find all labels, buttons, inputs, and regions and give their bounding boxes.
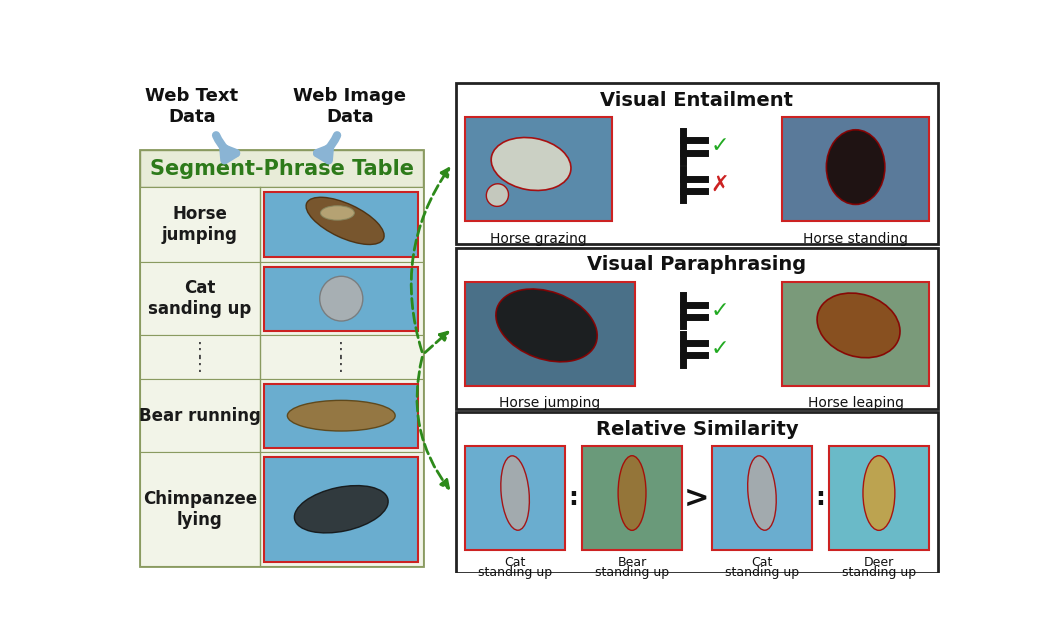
- FancyArrowPatch shape: [411, 169, 449, 352]
- Text: Cat
sanding up: Cat sanding up: [148, 279, 251, 318]
- Text: ⋮
⋮: ⋮ ⋮: [332, 341, 350, 374]
- Text: Bear running: Bear running: [139, 407, 261, 424]
- Bar: [140, 151, 423, 187]
- Bar: [712, 446, 812, 550]
- Text: Visual Entailment: Visual Entailment: [601, 91, 793, 110]
- Bar: [829, 446, 929, 550]
- Ellipse shape: [827, 129, 885, 204]
- Bar: [140, 151, 423, 566]
- Bar: [140, 336, 423, 379]
- Text: ✗: ✗: [711, 175, 729, 194]
- Bar: [783, 117, 929, 221]
- Ellipse shape: [486, 184, 508, 206]
- Text: Deer: Deer: [864, 556, 894, 569]
- Ellipse shape: [320, 276, 363, 321]
- Ellipse shape: [287, 401, 396, 431]
- Ellipse shape: [306, 197, 384, 245]
- Text: Visual Paraphrasing: Visual Paraphrasing: [587, 256, 807, 274]
- Ellipse shape: [321, 205, 355, 220]
- Bar: [140, 452, 423, 566]
- Bar: [465, 446, 565, 550]
- Text: >: >: [684, 484, 709, 513]
- Text: :: :: [815, 486, 825, 510]
- Text: standing up: standing up: [725, 566, 800, 579]
- Text: standing up: standing up: [478, 566, 552, 579]
- Text: Horse leaping: Horse leaping: [808, 396, 904, 410]
- FancyArrowPatch shape: [317, 135, 337, 160]
- Text: Web Image
Data: Web Image Data: [294, 87, 406, 126]
- Text: ⋮
⋮: ⋮ ⋮: [191, 341, 209, 374]
- FancyArrowPatch shape: [425, 332, 448, 353]
- Bar: [264, 192, 419, 258]
- Bar: [582, 446, 682, 550]
- Bar: [456, 413, 938, 573]
- Text: ✓: ✓: [711, 339, 729, 359]
- Bar: [140, 379, 423, 452]
- Ellipse shape: [863, 456, 895, 531]
- Text: Cat: Cat: [504, 556, 526, 569]
- Bar: [783, 282, 929, 386]
- Text: Horse jumping: Horse jumping: [500, 396, 601, 410]
- Text: Horse grazing: Horse grazing: [490, 232, 587, 246]
- Ellipse shape: [501, 456, 529, 530]
- Bar: [456, 248, 938, 409]
- Ellipse shape: [295, 486, 388, 533]
- Bar: [465, 282, 634, 386]
- FancyArrowPatch shape: [417, 357, 448, 488]
- Text: Web Text
Data: Web Text Data: [145, 87, 239, 126]
- Text: Horse standing: Horse standing: [803, 232, 908, 246]
- Ellipse shape: [491, 138, 571, 191]
- Text: :: :: [568, 486, 579, 510]
- Bar: [264, 267, 419, 330]
- Text: ✓: ✓: [711, 137, 729, 156]
- Bar: [140, 187, 423, 262]
- Ellipse shape: [619, 456, 646, 531]
- Text: Cat: Cat: [751, 556, 772, 569]
- Text: Bear: Bear: [618, 556, 647, 569]
- Bar: [264, 384, 419, 448]
- Bar: [140, 262, 423, 336]
- Text: Horse
jumping: Horse jumping: [162, 205, 238, 244]
- Text: Segment-Phrase Table: Segment-Phrase Table: [149, 159, 413, 179]
- FancyArrowPatch shape: [216, 135, 236, 160]
- Text: Chimpanzee
lying: Chimpanzee lying: [143, 490, 257, 529]
- Text: standing up: standing up: [595, 566, 669, 579]
- Ellipse shape: [817, 293, 901, 358]
- Ellipse shape: [748, 456, 776, 530]
- Ellipse shape: [495, 289, 598, 362]
- Bar: [456, 84, 938, 244]
- Bar: [264, 457, 419, 562]
- Text: standing up: standing up: [842, 566, 916, 579]
- Text: ✓: ✓: [711, 301, 729, 321]
- Text: Relative Similarity: Relative Similarity: [595, 420, 798, 439]
- Bar: [465, 117, 611, 221]
